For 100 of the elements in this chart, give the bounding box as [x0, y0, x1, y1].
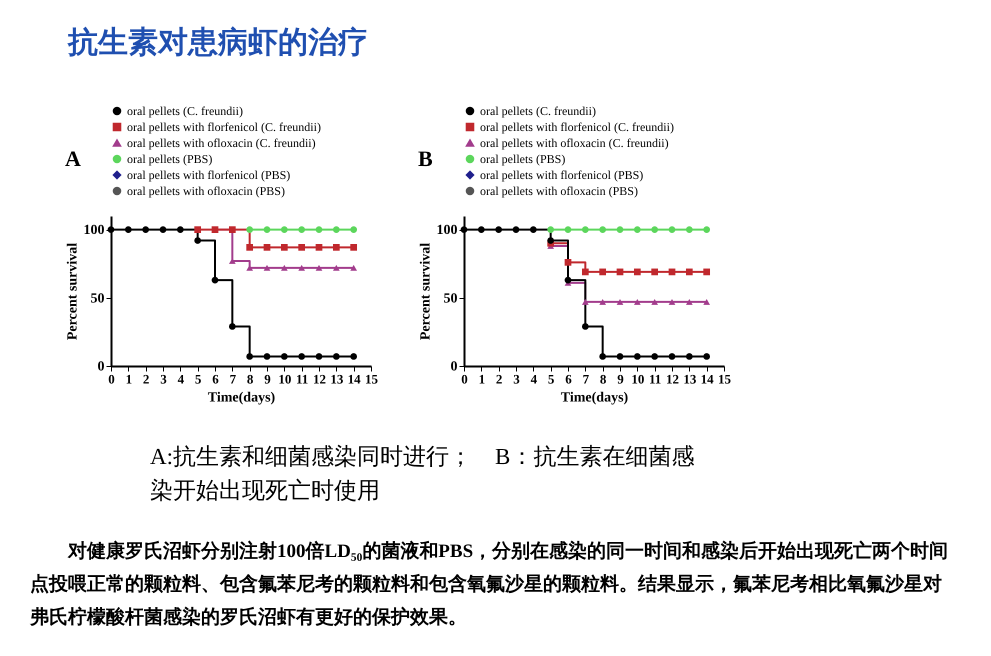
y-tick-label: 50 [90, 291, 104, 306]
x-tick-label: 5 [548, 372, 555, 386]
legend-label: oral pellets with florfenicol (C. freundii) [127, 120, 321, 134]
y-axis-title: Percent survival [418, 242, 434, 340]
legend-label: oral pellets (PBS) [480, 152, 566, 166]
point [651, 268, 658, 276]
point [651, 226, 658, 233]
point [280, 264, 288, 271]
x-tick-label: 6 [212, 372, 220, 386]
point [264, 264, 270, 271]
point [194, 237, 202, 244]
x-tick-label: 4 [178, 372, 185, 386]
y-tick-label: 50 [444, 291, 458, 306]
x-tick-label: 3 [160, 372, 168, 386]
legend-label: oral pellets with florfenicol (C. freundii) [480, 120, 674, 134]
point [582, 226, 589, 233]
point [634, 268, 641, 276]
x-tick-label: 5 [194, 372, 202, 386]
x-tick-label: 13 [683, 372, 697, 386]
point [651, 299, 658, 305]
x-tick-label: 7 [230, 372, 237, 386]
point [564, 276, 572, 284]
point [616, 353, 624, 360]
point [228, 323, 236, 330]
x-tick-label: 2 [142, 372, 150, 386]
point [616, 268, 624, 276]
legend-label: oral pellets with ofloxacin (PBS) [127, 184, 285, 198]
point [703, 226, 710, 233]
point [599, 299, 606, 305]
point [142, 226, 150, 233]
y-tick-label: 0 [98, 360, 104, 374]
chart-title: B [418, 146, 433, 171]
point [212, 276, 218, 284]
point [280, 226, 288, 233]
point [194, 226, 202, 233]
point [668, 353, 676, 360]
point [298, 226, 306, 233]
point [246, 244, 254, 251]
point [478, 226, 485, 233]
x-tick-label: 14 [348, 372, 362, 386]
legend-label: oral pellets with ofloxacin (C. freundii) [480, 136, 669, 150]
text: 对健康罗氏沼虾分别注射100倍LD₅₀的菌液和PBS，分别在感染的同一时间和感染后开始出现死亡两个时间点投喂正常的颗粒料、包含氟苯尼考的颗粒料和包含氧氟沙星的颗粒料。结果显示，氟苯尼考相比氧氟沙星对弗氏柠檬酸杆菌感染的罗氏沼虾有更好的保护效果。 [30, 540, 950, 630]
legend-label: oral pellets with florfenicol (PBS) [480, 168, 644, 182]
point [332, 226, 340, 233]
point [350, 264, 358, 271]
chart-title: A [65, 146, 81, 171]
point [246, 353, 254, 360]
point [703, 268, 710, 276]
point [264, 226, 270, 233]
legend-label: oral pellets with florfenicol (PBS) [127, 168, 290, 182]
x-tick-label: 7 [582, 372, 590, 386]
x-tick-label: 0 [108, 372, 115, 386]
y-tick-label: 0 [450, 360, 458, 374]
point [616, 299, 624, 305]
point [298, 353, 306, 360]
x-tick-label: 11 [649, 372, 662, 386]
point [160, 226, 166, 233]
point [332, 264, 340, 271]
y-axis-title: Percent survival [66, 242, 80, 340]
x-tick-label: 15 [365, 372, 378, 386]
point [316, 244, 322, 251]
text: A:抗生素和细菌感染同时进行； B：抗生素在细菌感染开始出现死亡时使用 [150, 443, 696, 505]
point [703, 353, 710, 360]
text: 抗生素对患病虾的治疗 [68, 24, 368, 62]
x-axis-title: Time(days) [560, 390, 629, 406]
point [686, 353, 693, 360]
x-tick-label: 2 [496, 372, 502, 386]
point [246, 226, 254, 233]
y-tick-label: 100 [84, 223, 104, 238]
point [530, 226, 537, 233]
point [686, 299, 693, 305]
legend-label: oral pellets with ofloxacin (C. freundii) [127, 136, 316, 150]
point [703, 299, 710, 305]
point [668, 268, 676, 276]
x-tick-label: 14 [700, 372, 714, 386]
point [564, 259, 572, 266]
point [316, 264, 322, 271]
x-tick-label: 8 [246, 372, 254, 386]
legend-label: oral pellets with ofloxacin (PBS) [480, 184, 638, 198]
point [350, 244, 358, 251]
x-tick-label: 12 [666, 372, 679, 386]
point [228, 226, 236, 233]
point [264, 353, 270, 360]
point [634, 299, 641, 305]
point [686, 226, 693, 233]
point [599, 353, 606, 360]
point [634, 353, 641, 360]
x-tick-label: 15 [718, 372, 732, 386]
point [599, 226, 606, 233]
legend-label: oral pellets (C. freundii) [480, 104, 596, 118]
point [668, 299, 676, 305]
point [350, 353, 358, 360]
x-tick-label: 12 [313, 372, 326, 386]
x-tick-label: 11 [296, 372, 308, 386]
x-tick-label: 1 [126, 372, 132, 386]
point [280, 353, 288, 360]
point [350, 226, 358, 233]
point [582, 268, 589, 276]
x-tick-label: 9 [617, 372, 624, 386]
point [547, 226, 554, 233]
